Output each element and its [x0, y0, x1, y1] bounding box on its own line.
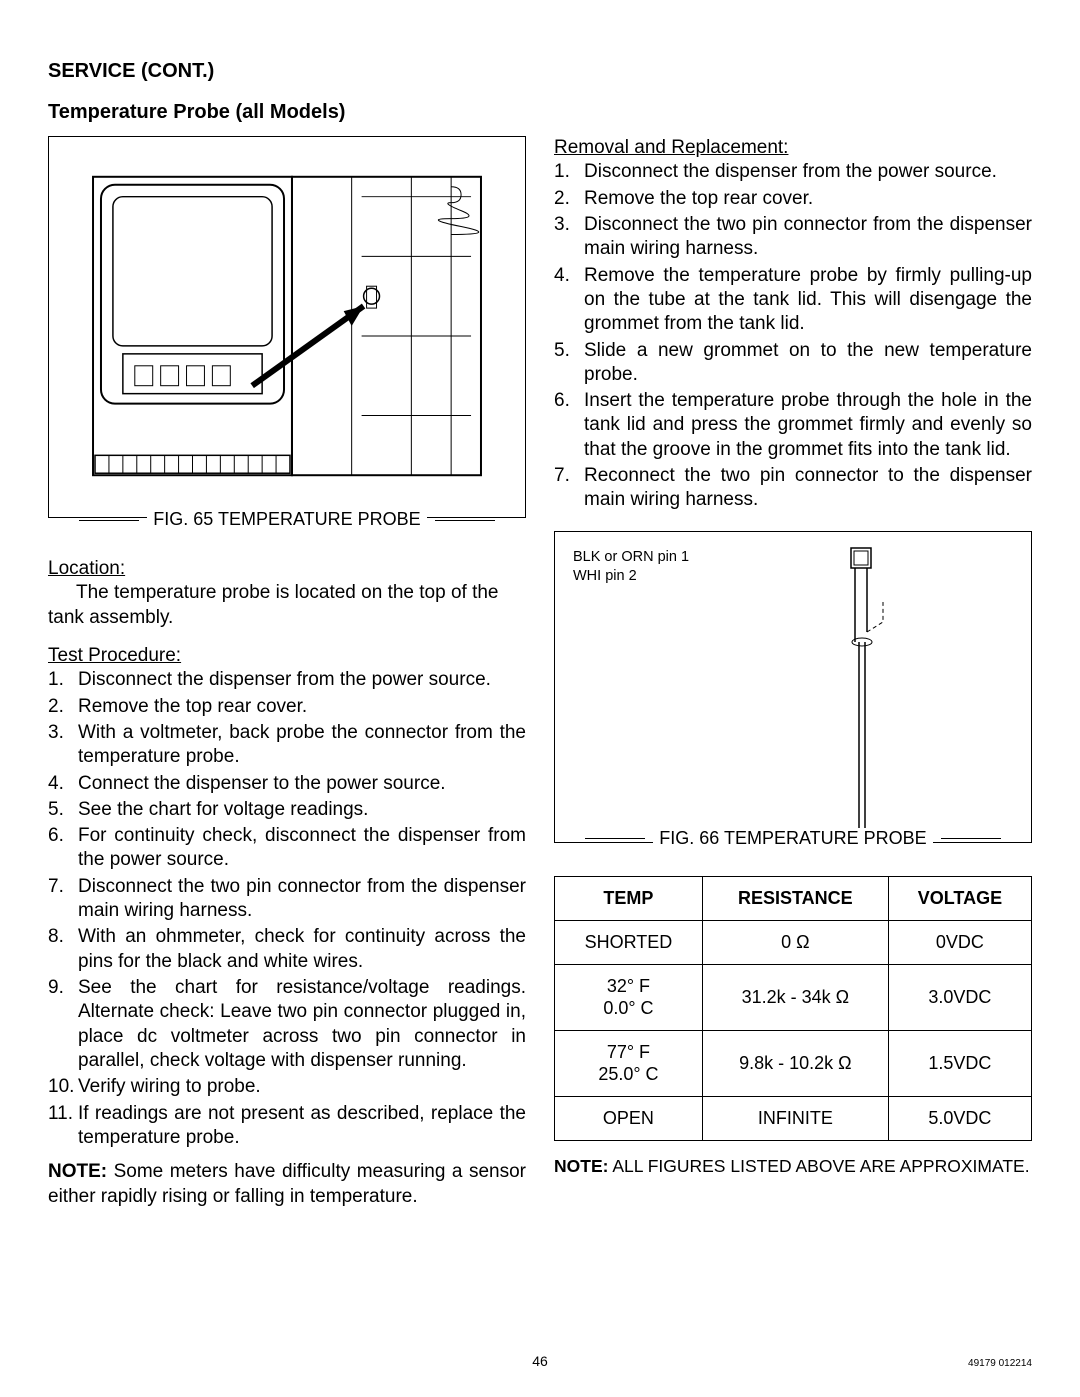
- left-column: FIG. 65 TEMPERATURE PROBE Location: The …: [48, 136, 526, 1209]
- probe-illustration: [743, 542, 983, 842]
- heading-section: Temperature Probe (all Models): [48, 101, 1032, 124]
- table-row: OPENINFINITE5.0VDC: [555, 1096, 1032, 1140]
- table-note: NOTE: ALL FIGURES LISTED ABOVE ARE APPRO…: [554, 1155, 1032, 1177]
- figure-66-box: BLK or ORN pin 1 WHI pin 2: [554, 531, 1032, 843]
- right-column: Removal and Replacement: 1.Disconnect th…: [554, 136, 1032, 1209]
- removal-list: 1.Disconnect the dispenser from the powe…: [554, 160, 1032, 512]
- location-text: The temperature probe is located on the …: [48, 581, 526, 630]
- test-procedure-list: 1.Disconnect the dispenser from the powe…: [48, 668, 526, 1150]
- figure-66-pin-labels: BLK or ORN pin 1 WHI pin 2: [573, 548, 689, 586]
- table-header-row: TEMP RESISTANCE VOLTAGE: [555, 876, 1032, 920]
- table-row: 77° F25.0° C9.8k - 10.2k Ω1.5VDC: [555, 1030, 1032, 1096]
- left-note: NOTE: Some meters have difficulty measur…: [48, 1160, 526, 1209]
- heading-service: SERVICE (CONT.): [48, 60, 1032, 83]
- figure-66-caption: FIG. 66 TEMPERATURE PROBE: [554, 829, 1032, 852]
- location-heading: Location:: [48, 558, 125, 579]
- figure-65-caption: FIG. 65 TEMPERATURE PROBE: [48, 510, 526, 533]
- removal-heading: Removal and Replacement:: [554, 136, 1032, 160]
- dispenser-illustration: [49, 137, 525, 517]
- test-procedure-heading: Test Procedure:: [48, 644, 526, 668]
- probe-table: TEMP RESISTANCE VOLTAGE SHORTED0 Ω0VDC 3…: [554, 876, 1032, 1141]
- table-row: 32° F0.0° C31.2k - 34k Ω3.0VDC: [555, 964, 1032, 1030]
- page-number: 46: [532, 1353, 548, 1369]
- doc-number: 49179 012214: [968, 1358, 1032, 1369]
- figure-65-box: [48, 136, 526, 518]
- table-row: SHORTED0 Ω0VDC: [555, 920, 1032, 964]
